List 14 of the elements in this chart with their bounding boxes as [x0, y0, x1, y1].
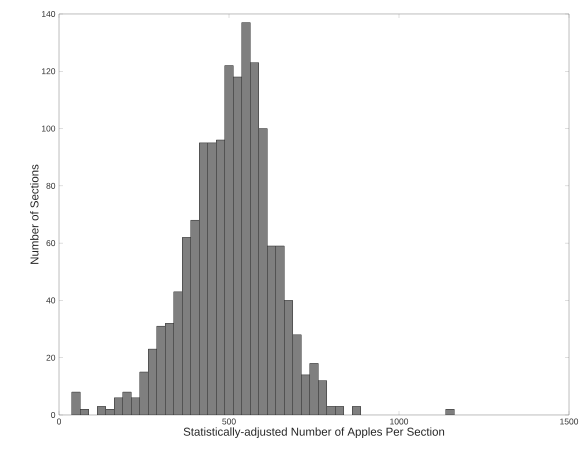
x-tick-label: 500 [222, 418, 236, 424]
x-tick-label: 0 [56, 418, 62, 424]
x-tick-label: 1500 [560, 418, 578, 424]
y-tick-label: 20 [46, 354, 56, 361]
x-axis-title: Statistically-adjusted Number of Apples Per Section [184, 427, 444, 438]
y-tick-label: 60 [46, 240, 56, 246]
y-tick-label: 40 [46, 297, 56, 304]
y-tick-label: 120 [42, 68, 56, 74]
x-tick-label: 1000 [390, 418, 408, 424]
y-tick-label: 80 [46, 182, 56, 189]
y-axis-title: Number of Sections [30, 164, 39, 264]
y-tick-label: 100 [42, 126, 56, 132]
y-tick-label: 140 [42, 10, 56, 17]
y-tick-label: 0 [51, 412, 56, 418]
